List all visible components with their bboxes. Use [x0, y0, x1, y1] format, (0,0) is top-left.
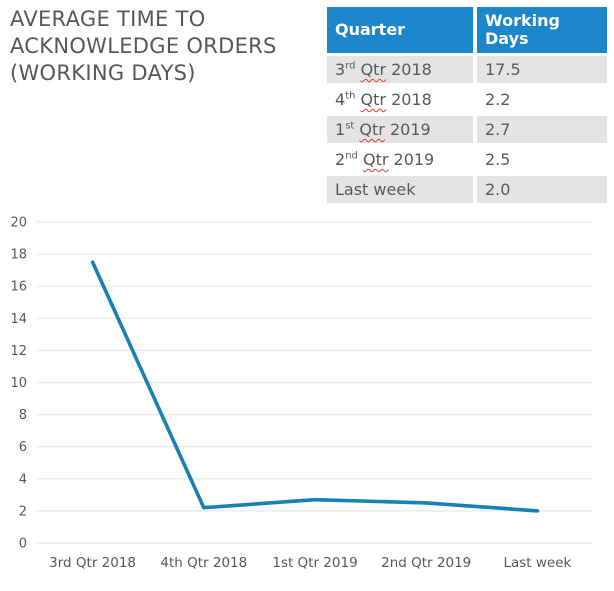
- y-tick-label: 6: [19, 440, 27, 455]
- working-days-cell: 2.7: [477, 116, 607, 146]
- quarter-word: Qtr: [360, 60, 387, 79]
- page-title-line: AVERAGE TIME TO: [10, 7, 206, 31]
- quarter-cell: 4th Qtr 2018: [327, 86, 477, 116]
- quarter-cell: Last week: [327, 176, 477, 206]
- y-tick-label: 8: [19, 408, 27, 423]
- table-header-row: Quarter Working Days: [327, 7, 607, 56]
- quarter-summary-table: Quarter Working Days 3rd Qtr 2018 17.5 4th…: [327, 7, 607, 206]
- table-header-working-days: Working Days: [477, 7, 607, 56]
- y-tick-label: 16: [10, 280, 27, 295]
- quarter-word: Qtr: [360, 90, 386, 109]
- y-tick-label: 2: [19, 504, 27, 519]
- quarter-cell: 3rd Qtr 2018: [327, 56, 477, 86]
- x-axis-label: 3rd Qtr 2018: [49, 555, 136, 571]
- quarter-cell: 2nd Qtr 2019: [327, 146, 477, 176]
- y-tick-label: 18: [10, 248, 27, 263]
- y-tick-label: 4: [19, 472, 27, 487]
- quarter-cell: 1st Qtr 2019: [327, 116, 477, 146]
- data-series-line: [90, 260, 540, 513]
- table-row: 3rd Qtr 2018 17.5: [327, 56, 607, 86]
- y-tick-label: 14: [10, 312, 27, 327]
- table-row: Last week 2.0: [327, 176, 607, 206]
- y-tick-label: 10: [10, 376, 27, 391]
- y-tick-label: 20: [10, 216, 27, 231]
- x-axis-label: 4th Qtr 2018: [160, 555, 247, 571]
- page-title: AVERAGE TIME TO ACKNOWLEDGE ORDERS (WORK…: [10, 6, 325, 87]
- table-row: 1st Qtr 2019 2.7: [327, 116, 607, 146]
- quarter-word: Qtr: [359, 120, 385, 139]
- ordinal-superscript: rd: [345, 60, 356, 72]
- working-days-cell: 2.0: [477, 176, 607, 206]
- working-days-cell: 2.2: [477, 86, 607, 116]
- quarter-word: Qtr: [362, 150, 389, 169]
- ordinal-superscript: nd: [345, 150, 358, 162]
- ordinal-superscript: th: [345, 90, 356, 102]
- working-days-cell: 17.5: [477, 56, 607, 86]
- line-chart: 0 2 4 6 8 10 12 14 16 18 20 3rd Qtr 2018 4th Qtr 201…: [10, 216, 593, 571]
- x-axis-label: Last week: [503, 555, 571, 571]
- page-title-line: ACKNOWLEDGE ORDERS: [10, 34, 277, 58]
- table-row: 2nd Qtr 2019 2.5: [327, 146, 607, 176]
- table-header-quarter: Quarter: [327, 7, 477, 56]
- ordinal-superscript: st: [345, 120, 355, 132]
- working-days-cell: 2.5: [477, 146, 607, 176]
- page-title-line: (WORKING DAYS): [10, 61, 196, 85]
- y-tick-label: 0: [19, 537, 27, 552]
- y-tick-label: 12: [10, 344, 27, 359]
- table-row: 4th Qtr 2018 2.2: [327, 86, 607, 116]
- x-axis-label: 2nd Qtr 2019: [381, 555, 471, 571]
- x-axis-label: 1st Qtr 2019: [272, 555, 357, 571]
